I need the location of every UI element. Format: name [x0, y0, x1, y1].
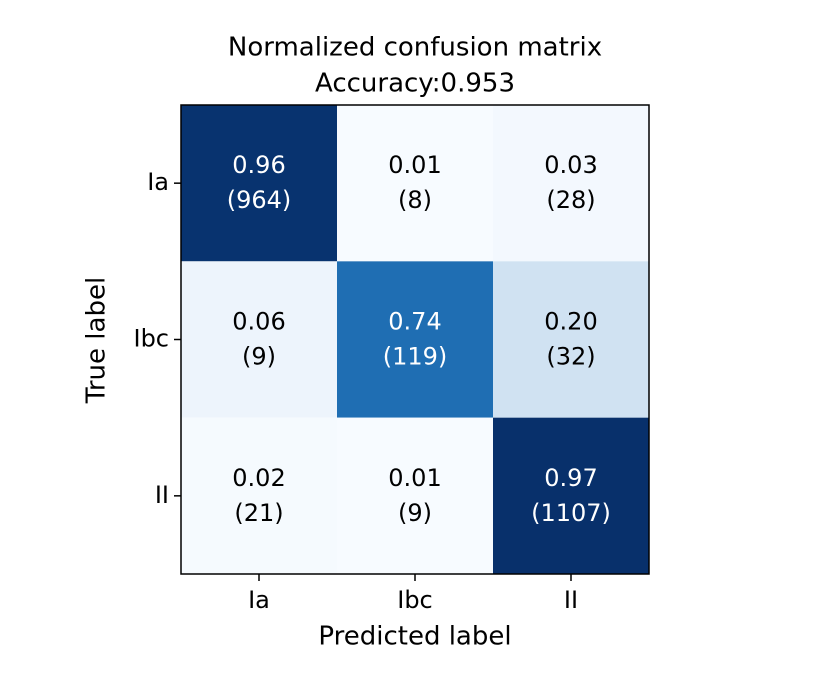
x-axis-label: Predicted label [318, 622, 511, 652]
cell [337, 261, 493, 418]
cell-count-label: (9) [398, 499, 432, 527]
cell-value-label: 0.74 [388, 308, 441, 336]
cell-count-label: (964) [227, 186, 292, 214]
cell [493, 417, 649, 574]
cell [337, 105, 493, 262]
y-tick-label: Ia [147, 168, 169, 196]
y-tick-label: II [155, 481, 169, 509]
cell [493, 261, 649, 418]
y-tick-label: Ibc [133, 325, 169, 353]
cell-value-label: 0.01 [388, 151, 441, 179]
x-tick-label: II [564, 586, 578, 614]
cell-value-label: 0.06 [232, 308, 285, 336]
cell [181, 105, 337, 262]
cell [493, 105, 649, 262]
cell-count-label: (28) [546, 186, 595, 214]
cell-value-label: 0.97 [544, 464, 597, 492]
cell-count-label: (8) [398, 186, 432, 214]
cell-count-label: (32) [546, 343, 595, 371]
chart-subtitle: Accuracy:0.953 [315, 69, 515, 99]
cell-value-label: 0.96 [232, 151, 285, 179]
cell-count-label: (1107) [531, 499, 611, 527]
cell-value-label: 0.03 [544, 151, 597, 179]
cell [181, 417, 337, 574]
cell-value-label: 0.01 [388, 464, 441, 492]
cell-value-label: 0.02 [232, 464, 285, 492]
cell [337, 417, 493, 574]
y-axis-label: True label [82, 277, 112, 404]
cell-count-label: (119) [383, 343, 448, 371]
cell-count-label: (9) [242, 343, 276, 371]
x-tick-label: Ibc [397, 586, 433, 614]
chart-title: Normalized confusion matrix [228, 33, 602, 63]
x-tick-label: Ia [248, 586, 270, 614]
cell-value-label: 0.20 [544, 308, 597, 336]
cell-count-label: (21) [234, 499, 283, 527]
cell [181, 261, 337, 418]
